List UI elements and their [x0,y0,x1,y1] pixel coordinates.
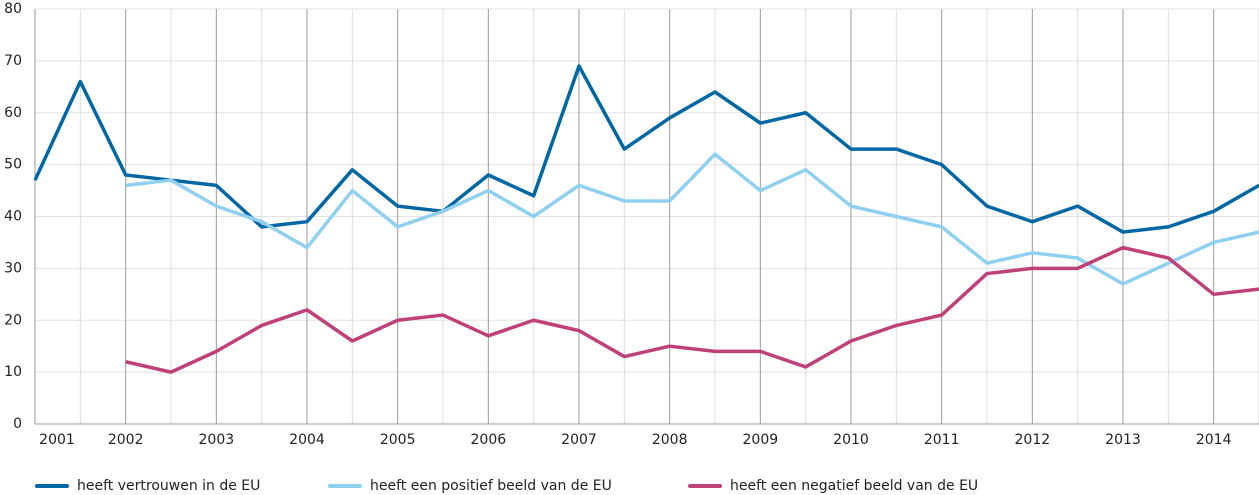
x-tick-label: 2014 [1196,432,1232,448]
x-tick-label: 2010 [833,432,869,448]
legend-label: heeft een positief beeld van de EU [370,478,612,494]
x-tick-label: 2004 [289,432,325,448]
x-tick-label: 2008 [652,432,688,448]
x-tick-label: 2013 [1105,432,1141,448]
x-tick-label: 2011 [924,432,960,448]
y-tick-label: 30 [4,260,22,276]
x-tick-label: 2006 [471,432,507,448]
series-line [125,152,1259,286]
legend-label: heeft een negatief beeld van de EU [730,478,978,494]
x-tick-label: 2009 [743,432,779,448]
y-tick-label: 60 [4,105,22,121]
x-tick-label: 2003 [199,432,235,448]
y-tick-label: 70 [4,53,22,69]
x-tick-label: 2005 [380,432,416,448]
y-tick-label: 50 [4,157,22,173]
y-tick-label: 20 [4,312,22,328]
legend-label: heeft vertrouwen in de EU [77,478,260,494]
y-tick-label: 0 [13,416,22,432]
series-line [33,64,1259,234]
y-tick-label: 80 [4,1,22,17]
series-line [125,245,1259,374]
x-tick-label: 2007 [561,432,597,448]
x-tick-label: 2012 [1015,432,1051,448]
x-tick-label: 2002 [108,432,144,448]
y-tick-label: 10 [4,364,22,380]
y-tick-label: 40 [4,209,22,225]
x-tick-label: 2001 [39,432,75,448]
